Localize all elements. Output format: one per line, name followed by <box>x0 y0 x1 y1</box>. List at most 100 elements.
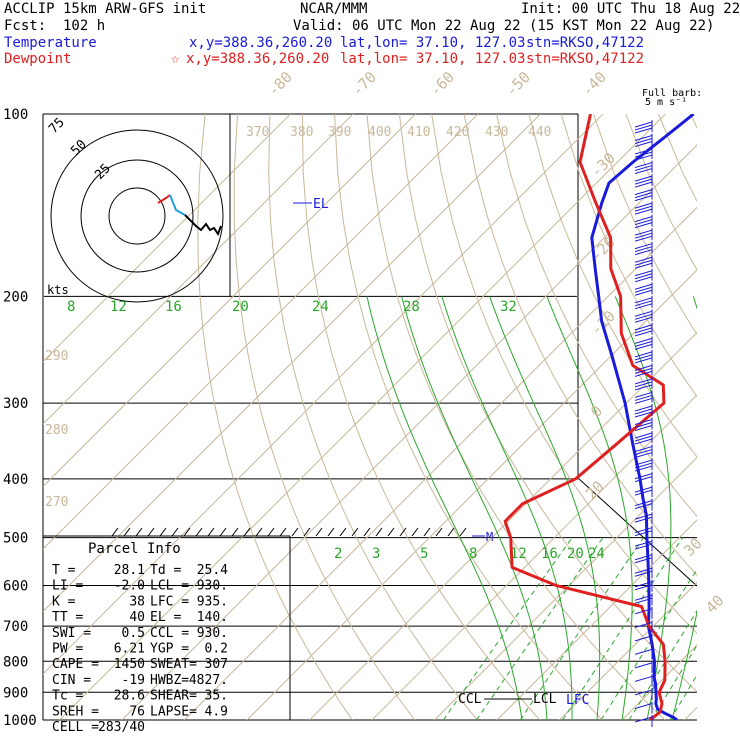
wind-barb-flag <box>634 243 653 250</box>
mixing-ratio-label: 2 <box>334 546 342 562</box>
hatch-mark <box>339 527 347 537</box>
hatch-mark <box>255 527 263 537</box>
wind-barb-flag <box>634 202 653 209</box>
wind-barb-flag <box>634 527 653 534</box>
wind-barb-flag <box>634 530 653 537</box>
parcel-param-label: CAPE = <box>52 657 99 672</box>
wind-barb-flag <box>634 127 653 134</box>
wind-barb-flag <box>634 354 653 361</box>
wind-barb-flag <box>634 235 653 242</box>
hodograph-ring <box>50 129 224 303</box>
temperature-profile <box>590 114 695 720</box>
model-title: ACCLIP 15km ARW-GFS init <box>4 1 207 17</box>
hodograph-trace-mid <box>169 194 186 216</box>
temperature-latlon: lat,lon= 37.10, 127.03 <box>340 35 526 51</box>
barb-legend-title: Full barb: <box>642 88 702 99</box>
center-label: NCAR/MMM <box>300 1 368 17</box>
wind-barb-flag <box>634 584 653 591</box>
theta-label: 280 <box>45 423 68 438</box>
wind-barb-flag <box>634 513 653 520</box>
dewpoint-latlon: lat,lon= 37.10, 127.03 <box>340 51 526 67</box>
theta-label: 270 <box>45 495 68 510</box>
hatch-mark <box>399 527 407 537</box>
pressure-tick-label: 600 <box>3 579 28 595</box>
temperature-legend: Temperature <box>4 35 97 51</box>
isotherm-line <box>559 581 697 720</box>
hatch-mark <box>315 527 323 537</box>
wind-barb-flag <box>634 276 653 283</box>
wind-barb-flag <box>634 594 653 601</box>
parcel-param-value: 0.2 <box>205 642 228 657</box>
wind-barb-flag <box>634 419 653 425</box>
wind-barb-flag <box>634 324 653 331</box>
isotherm-line <box>43 114 416 488</box>
hodograph-units: kts <box>47 283 69 297</box>
hatch-mark <box>267 527 275 537</box>
wind-barb-flag <box>634 408 653 415</box>
theta-label: 410 <box>407 125 430 140</box>
wind-barb-flag <box>634 151 653 158</box>
isotherm-label: -40 <box>578 68 610 100</box>
pressure-tick-label: 900 <box>3 685 28 701</box>
wind-barb-flag <box>634 405 653 412</box>
wind-barb-flag <box>634 378 653 385</box>
wind-barb-flag <box>634 208 653 215</box>
isotherm-label: 30 <box>680 534 706 560</box>
hatch-mark <box>387 527 395 537</box>
parcel-param-value: 4827. <box>189 673 228 688</box>
wind-barb-flag <box>634 689 653 696</box>
parcel-param-label: SWEAT= <box>150 657 197 672</box>
isotherm-line <box>621 644 697 720</box>
mixing-ratio-label: 24 <box>588 546 605 562</box>
mixing-ratio-line <box>562 537 684 720</box>
wind-barb-flag <box>634 178 653 185</box>
hatch-mark <box>327 527 335 537</box>
hodograph-ring-label: 75 <box>46 115 68 137</box>
wind-barb-flag <box>634 540 653 547</box>
dry-adiabat <box>723 114 740 720</box>
moist-adiabat <box>401 296 548 720</box>
hatch-mark <box>135 527 143 537</box>
theta-label: 420 <box>446 125 469 140</box>
wind-barb-flag <box>634 675 653 682</box>
moist-adiabat <box>696 718 697 720</box>
hodograph-ring-label: 50 <box>68 137 90 159</box>
wind-barb-flag <box>634 411 653 418</box>
hodograph-ring <box>80 159 194 273</box>
profiles <box>503 114 695 720</box>
isotherm-line <box>496 519 697 720</box>
wind-barb-flag <box>634 232 653 239</box>
isotherm-line <box>434 456 697 720</box>
wind-barb-flag <box>634 476 653 483</box>
hatch-mark <box>243 527 251 537</box>
parcel-param-label: LAPSE= <box>150 704 197 719</box>
valid-label: Valid: 06 UTC Mon 22 Aug 22 (15 KST Mon … <box>293 18 715 34</box>
wind-barb-flag <box>634 303 653 310</box>
moist-adiabat <box>489 296 601 720</box>
wind-barb-flag <box>634 446 653 453</box>
wind-barb-flag <box>634 222 653 229</box>
wind-barb-flag <box>634 138 653 145</box>
barb-legend-units: 5 m s⁻¹ <box>645 97 687 108</box>
hatch-mark <box>351 527 359 537</box>
dry-adiabat <box>463 114 697 576</box>
wind-barb-flag <box>634 286 653 293</box>
parcel-param-value: 935. <box>197 594 228 609</box>
wind-barb-flag <box>634 219 653 226</box>
wind-barb-flag <box>634 189 653 196</box>
wind-barb-flag <box>634 489 653 496</box>
dry-adiabat <box>301 114 541 720</box>
hatch-mark <box>147 527 155 537</box>
moist-adiabat <box>546 296 633 720</box>
hodograph-trace-low <box>157 194 171 204</box>
parcel-param-value: 28.1 <box>114 563 145 578</box>
mixing-ratio-label: 8 <box>469 546 477 562</box>
wind-barb-flag <box>634 425 653 431</box>
hodograph-trace-upper <box>184 214 222 237</box>
wind-barb-flag <box>634 438 653 445</box>
wind-barb-flag <box>634 141 653 148</box>
wind-barb-flag <box>634 452 653 459</box>
isotherm-label: -70 <box>348 68 380 100</box>
dewpoint-xy: x,y=388.36,260.20 <box>186 51 330 67</box>
